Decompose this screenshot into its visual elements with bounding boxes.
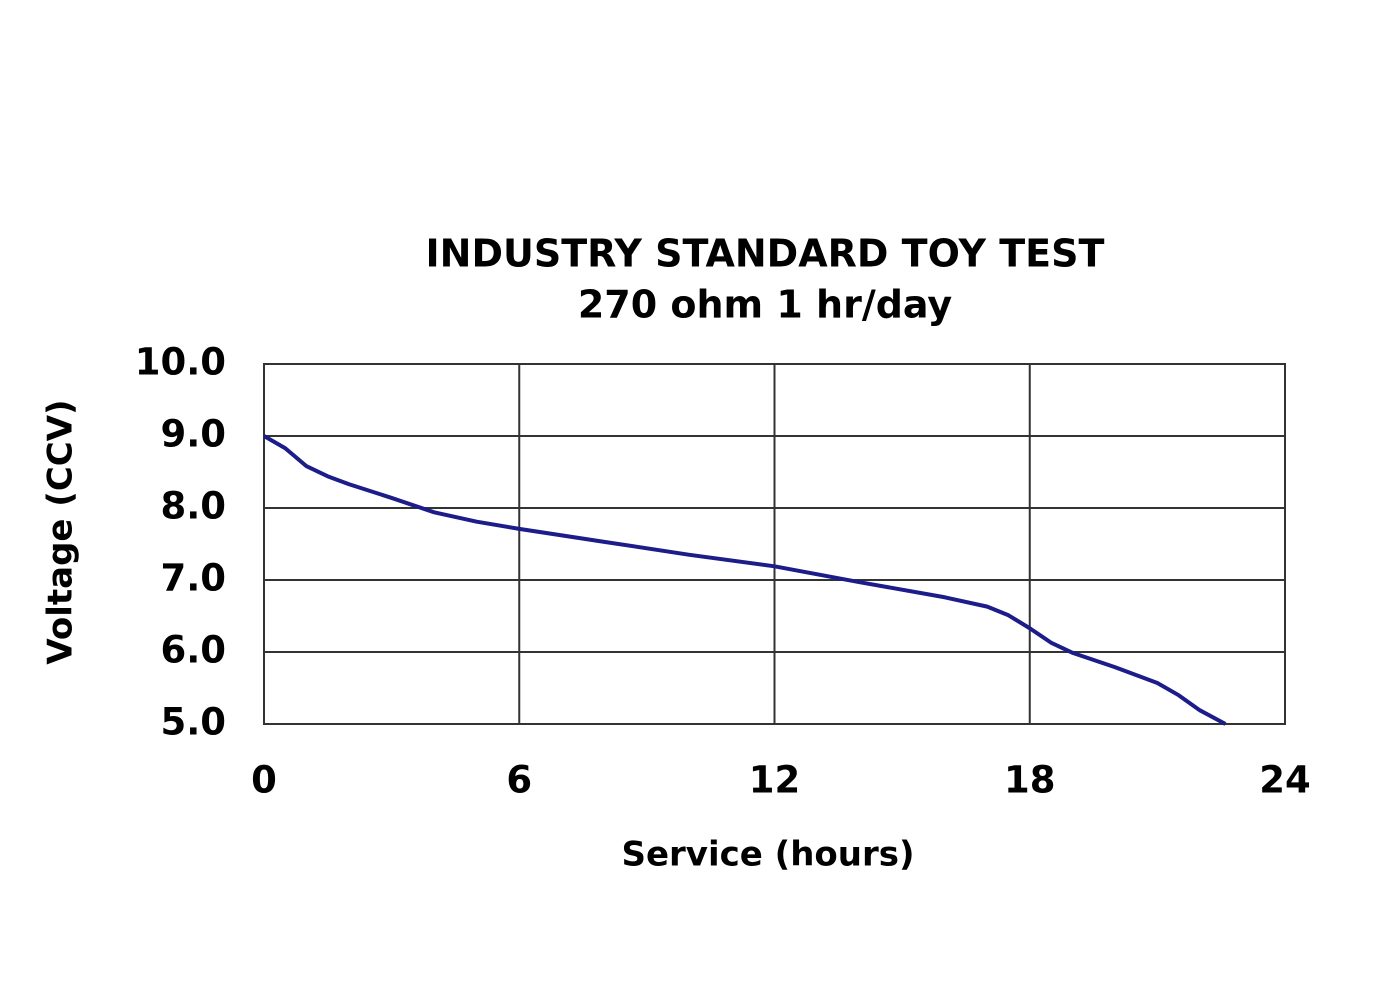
data-line <box>263 434 1227 726</box>
y-tick-label: 8.0 <box>160 485 226 528</box>
y-tick-label: 9.0 <box>160 413 226 456</box>
x-tick-label: 12 <box>749 759 801 802</box>
y-tick-label: 7.0 <box>160 557 226 600</box>
y-tick-label: 5.0 <box>160 701 226 744</box>
x-tick-label: 6 <box>506 759 532 802</box>
chart-subtitle: 270 ohm 1 hr/day <box>578 283 953 327</box>
x-tick-label: 24 <box>1259 759 1311 802</box>
x-tick-label: 0 <box>251 759 277 802</box>
x-tick-label: 18 <box>1004 759 1056 802</box>
y-axis-label: Voltage (CCV) <box>41 399 81 664</box>
y-tick-label: 10.0 <box>135 341 226 384</box>
x-axis-label: Service (hours) <box>621 835 914 875</box>
y-tick-label: 6.0 <box>160 629 226 672</box>
chart-title: INDUSTRY STANDARD TOY TEST <box>426 232 1105 276</box>
